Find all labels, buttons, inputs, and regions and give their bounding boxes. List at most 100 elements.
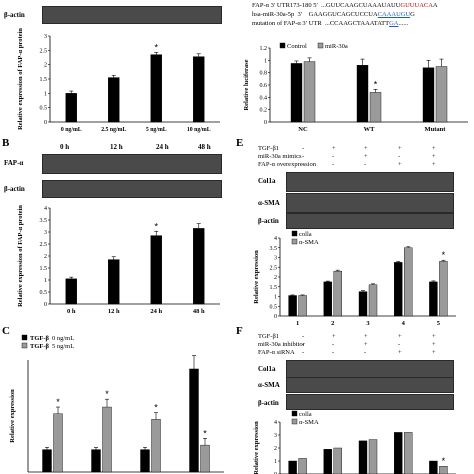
legend-swatch xyxy=(317,42,324,49)
bar xyxy=(140,449,150,473)
bar xyxy=(368,284,378,317)
legend-label: Control xyxy=(287,43,307,50)
chart-a: 0 0.5 1 1.5 2 2.5 3 Relative expression of FAP-… xyxy=(17,28,220,133)
chart-b: 0 0.5 1 1.5 2 2.5 3 3.5 4 Relative expression of … xyxy=(17,205,220,315)
bar xyxy=(288,460,297,474)
condition-mark: + xyxy=(364,145,368,152)
legend-label: 5 ng/mL xyxy=(52,343,74,350)
y-tick-label: 0.6 xyxy=(260,83,268,89)
legend-swatch xyxy=(291,230,298,237)
condition-label: miR-30a inhibitor xyxy=(258,341,305,348)
bar xyxy=(288,295,297,317)
blot-label-col1a: Col1a xyxy=(258,177,276,185)
y-axis-label: Relative expression of FAP-α protein xyxy=(17,28,24,130)
western-blot-band-beta-actin xyxy=(286,213,454,229)
legend-swatch xyxy=(291,238,298,245)
blot-label-beta-actin: β-actin xyxy=(258,217,279,225)
legend-label: α-SMA xyxy=(299,239,319,246)
legend-label: α-SMA xyxy=(299,419,319,426)
condition-mark: + xyxy=(398,333,402,340)
western-blot-band-col1a xyxy=(286,172,454,192)
legend-swatch xyxy=(21,342,28,349)
x-tick-label: 24 h xyxy=(150,308,162,315)
bar xyxy=(42,449,52,473)
y-tick-label: 3 xyxy=(274,256,277,262)
legend-label: TGF-β xyxy=(30,343,50,350)
significance-asterisk: * xyxy=(374,79,378,89)
bar xyxy=(358,291,368,317)
y-tick-label: 2.5 xyxy=(40,48,48,54)
condition-mark: - xyxy=(302,161,305,168)
y-tick-label: 0.5 xyxy=(40,106,48,112)
sequence-text: ...GUUCAAGCUAAAUAUU xyxy=(321,2,401,9)
y-tick-label: 0 xyxy=(274,472,277,474)
sequence-row-fap-utr: FAP-α 3′ UTR173-180 5′ ...GUUCAAGCUAAAUA… xyxy=(252,2,438,10)
y-tick-label: 0 xyxy=(44,302,47,308)
bar xyxy=(333,447,343,474)
condition-label: TGF-β1 xyxy=(258,145,280,152)
condition-label: FAP-α overexpression xyxy=(258,161,316,168)
timepoint-label: 24 h xyxy=(156,143,169,151)
significance-asterisk: * xyxy=(154,403,158,413)
bar xyxy=(368,439,378,474)
x-tick-label: 5 ng/mL xyxy=(146,127,167,133)
condition-mark: + xyxy=(398,161,402,168)
condition-mark: + xyxy=(432,333,436,340)
blot-label-beta-actin: β-actin xyxy=(258,399,279,407)
timepoint-label: 12 h xyxy=(110,143,123,151)
y-tick-label: 3 xyxy=(274,433,277,439)
bar xyxy=(356,65,369,123)
sequence-text: GAAGGUCAGCUCCUA xyxy=(308,11,378,18)
bar xyxy=(150,54,162,123)
sequence-row-mutation: mutation of FAP-α 3′ UTR ...CCAAGCTAAATA… xyxy=(252,20,409,28)
condition-mark: + xyxy=(432,153,436,160)
significance-asterisk: * xyxy=(154,221,158,231)
x-tick-label: 48 h xyxy=(193,308,205,315)
western-blot-band-col1a xyxy=(286,360,454,378)
y-tick-label: 4 xyxy=(274,236,277,242)
blot-label-asma: α-SMA xyxy=(258,381,280,389)
bar xyxy=(298,295,307,317)
western-blot-band-fap xyxy=(42,154,222,174)
condition-mark: - xyxy=(398,341,401,348)
y-tick-label: 0.2 xyxy=(260,108,268,114)
bar xyxy=(200,444,210,473)
condition-mark: + xyxy=(332,145,336,152)
legend-swatch xyxy=(21,334,28,341)
condition-mark: + xyxy=(432,161,436,168)
condition-mark: + xyxy=(432,349,436,356)
y-tick-label: 1 xyxy=(44,91,47,97)
chart-c: Relative expression * * * * TGF-β 0 ng/mLTGF-β… xyxy=(9,334,224,473)
significance-asterisk: * xyxy=(203,428,207,438)
panel-letter-f: F xyxy=(236,325,243,337)
legend-label: colla xyxy=(299,231,312,238)
bar xyxy=(65,93,77,123)
y-tick-label: 3 xyxy=(44,34,47,40)
y-tick-label: 0.4 xyxy=(260,95,268,101)
bar xyxy=(290,63,303,123)
x-tick-label: WT xyxy=(364,126,376,133)
significance-asterisk: * xyxy=(56,397,60,407)
bar xyxy=(333,270,343,317)
condition-mark: - xyxy=(302,341,305,348)
condition-mark: - xyxy=(398,153,401,160)
bar xyxy=(193,56,205,123)
y-tick-label: 4 xyxy=(274,420,277,426)
western-blot-band-beta-actin xyxy=(42,180,222,198)
condition-mark: + xyxy=(398,145,402,152)
y-tick-label: 2 xyxy=(274,446,277,452)
sequence-text-end: ...... xyxy=(398,20,409,27)
timepoint-label: 0 h xyxy=(60,143,70,151)
y-tick-label: 2 xyxy=(44,63,47,69)
significance-asterisk: * xyxy=(154,42,158,52)
condition-mark: - xyxy=(364,161,367,168)
y-axis-label: Relative expression xyxy=(253,250,260,304)
condition-mark: - xyxy=(332,341,335,348)
y-tick-label: 2 xyxy=(274,275,277,281)
bar xyxy=(108,77,120,123)
chart-e: 0 0.5 1 1.5 2 2.5 3 3.5 4 Relative expression 1 2 3 4… xyxy=(253,230,456,327)
significance-asterisk: * xyxy=(442,456,446,466)
bar xyxy=(102,406,112,473)
sequence-label: FAP-α 3′ UTR173-180 5′ xyxy=(252,2,318,9)
